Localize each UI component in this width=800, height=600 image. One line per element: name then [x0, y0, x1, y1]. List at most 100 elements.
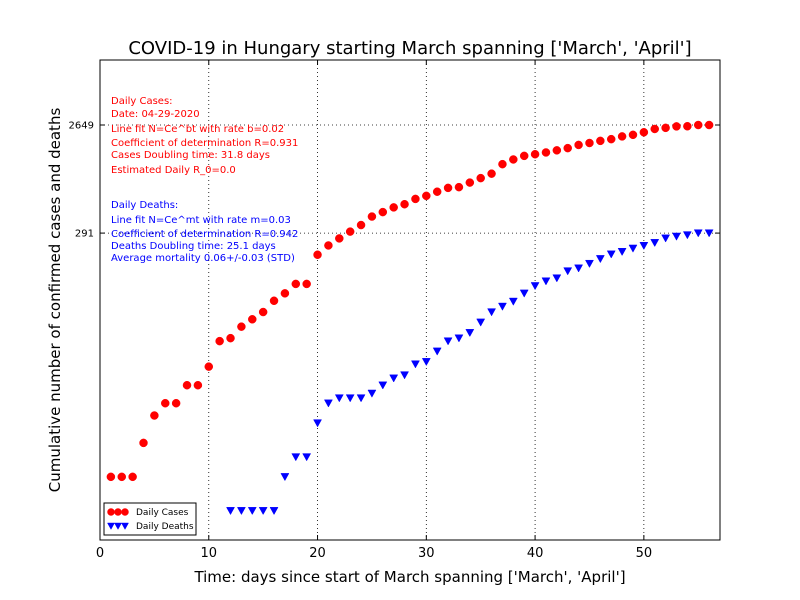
cases-point: [226, 333, 235, 343]
deaths-point: [617, 248, 627, 257]
deaths-point: [552, 274, 562, 283]
legend-daily-cases-marker: [107, 508, 129, 516]
deaths-point: [378, 381, 388, 390]
cases-point: [324, 241, 333, 250]
cases-point: [171, 398, 181, 408]
x-tick-label-50: 50: [636, 546, 653, 561]
deaths-point: [367, 389, 377, 398]
cases-point: [541, 148, 551, 157]
cases-point: [596, 136, 605, 146]
deaths-point: [302, 453, 312, 462]
legend-daily-deaths-marker: [107, 522, 129, 530]
cases-point: [628, 130, 638, 140]
cases-point: [269, 296, 279, 306]
x-axis: 0 10 20 30 40 50: [96, 60, 652, 561]
deaths-point: [465, 329, 475, 338]
deaths-point: [595, 255, 605, 264]
cases-annotation-line-6: Estimated Daily R_0=0.0: [111, 165, 236, 176]
cases-point: [498, 159, 507, 169]
cases-point: [432, 187, 442, 196]
cases-point: [193, 380, 203, 390]
cases-point: [639, 128, 649, 137]
cases-point: [606, 134, 616, 144]
deaths-point: [476, 318, 486, 327]
grid: [100, 60, 720, 540]
deaths-point: [389, 374, 399, 383]
deaths-point: [443, 337, 453, 346]
cases-point: [345, 227, 355, 236]
deaths-point: [541, 277, 551, 286]
legend-daily-cases-label: Daily Cases: [136, 508, 189, 518]
cases-point: [454, 182, 464, 192]
legend-cases-marker-point: [121, 508, 129, 516]
cases-point: [617, 132, 627, 141]
cases-point: [280, 289, 290, 298]
cases-point: [552, 146, 562, 155]
deaths-point: [585, 259, 594, 268]
cases-point: [650, 124, 659, 134]
cases-point: [367, 212, 377, 221]
deaths-point: [454, 334, 464, 343]
legend-cases-marker-point: [114, 508, 122, 516]
cases-point: [182, 380, 192, 390]
deaths-annotation-line-2: Line fit N=Ce^mt with rate m=0.03: [111, 215, 291, 226]
cases-point: [106, 472, 116, 482]
series-daily-deaths: [226, 229, 714, 516]
deaths-annotation-line-5: Average mortality 0.06+/-0.03 (STD): [111, 253, 295, 264]
cases-point: [704, 120, 714, 130]
y-axis: 2649 291: [69, 121, 720, 240]
deaths-point: [411, 360, 420, 369]
deaths-point: [693, 229, 703, 238]
cases-point: [509, 155, 518, 164]
cases-annotation-line-1: Daily Cases:: [111, 96, 173, 107]
series-daily-cases: [106, 120, 714, 482]
deaths-point: [487, 308, 497, 317]
cases-point: [465, 178, 475, 187]
deaths-point: [639, 242, 649, 251]
x-tick-label-30: 30: [418, 546, 435, 561]
x-tick-label-20: 20: [309, 546, 326, 561]
cases-point: [291, 279, 301, 289]
y-axis-label: Cumulative number of confirmed cases and…: [46, 108, 64, 493]
cases-point: [476, 173, 485, 183]
deaths-point: [628, 244, 638, 253]
cases-annotation-line-3: Line fit N=Ce^bt with rate b=0.02: [111, 124, 284, 135]
chart-title: COVID-19 in Hungary starting March spann…: [128, 38, 691, 59]
deaths-annotation: Daily Deaths: Line fit N=Ce^mt with rate…: [111, 200, 298, 264]
y-tick-label-2649: 2649: [69, 121, 94, 132]
cases-point: [389, 203, 398, 212]
deaths-point: [421, 358, 431, 367]
cases-point: [335, 234, 344, 243]
plot-area-frame: [99, 59, 721, 541]
deaths-point: [432, 347, 442, 356]
cases-point: [139, 438, 148, 448]
cases-point: [313, 250, 322, 259]
cases-point: [693, 120, 703, 130]
cases-point: [585, 138, 594, 148]
deaths-point: [334, 394, 344, 403]
cases-annotation-line-2: Date: 04-29-2020: [111, 109, 200, 120]
deaths-point: [313, 419, 322, 428]
cases-point: [574, 140, 583, 150]
deaths-point: [280, 473, 290, 482]
cases-point: [519, 151, 529, 161]
cases-point: [672, 122, 681, 131]
cases-annotation-line-4: Coefficient of determination R=0.931: [111, 138, 298, 149]
deaths-point: [345, 394, 355, 403]
cases-point: [161, 398, 170, 408]
legend-deaths-marker-point: [121, 522, 129, 530]
cases-point: [204, 362, 214, 371]
cases-point: [237, 322, 246, 331]
cases-point: [411, 194, 420, 204]
deaths-point: [269, 507, 279, 516]
cases-point: [302, 279, 311, 289]
legend-box: [103, 502, 197, 536]
legend-deaths-marker-point: [114, 522, 122, 530]
x-tick-label-40: 40: [527, 546, 544, 561]
deaths-point: [247, 507, 257, 516]
deaths-point: [236, 507, 246, 516]
deaths-point: [563, 267, 573, 276]
x-tick-label-0: 0: [96, 546, 104, 561]
legend-daily-deaths-label: Daily Deaths: [136, 522, 194, 532]
